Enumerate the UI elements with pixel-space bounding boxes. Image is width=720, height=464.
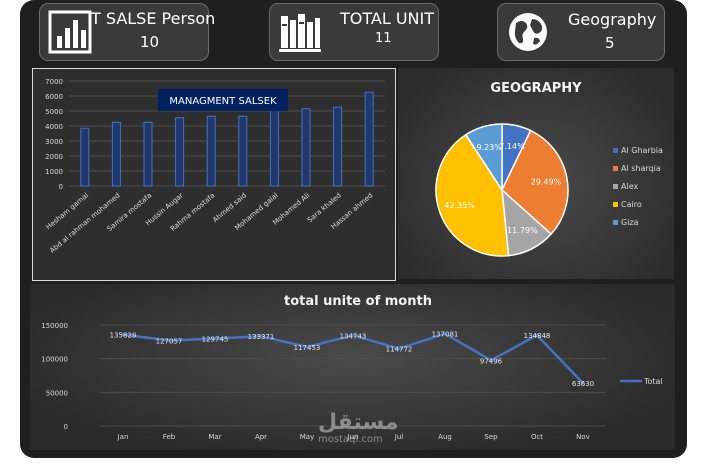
bar <box>80 127 90 187</box>
line-point <box>443 332 447 336</box>
line-chart: total unite of month 050000100000150000 … <box>41 294 663 441</box>
line-point <box>259 334 263 338</box>
pie-legend-swatch <box>613 202 618 207</box>
line-value-label: 97496 <box>480 357 503 365</box>
line-point <box>489 358 493 362</box>
bar <box>333 106 343 187</box>
line-point <box>167 338 171 342</box>
bar-chart-title-box <box>158 89 288 111</box>
line-point <box>121 333 125 337</box>
line-point <box>351 333 355 337</box>
bar <box>301 108 311 187</box>
bar <box>364 91 374 187</box>
pie-chart: GEOGRAPHY 7.14% 29.49% 11.79% 42.35% 9.23% A… <box>435 81 663 257</box>
bar-ytick-label: 5000 <box>45 108 63 116</box>
pie-value-label: 29.49% <box>531 177 562 186</box>
line-value-label: 137081 <box>432 331 459 339</box>
pie-legend-swatch <box>613 166 618 171</box>
line-value-label: 127057 <box>156 337 183 345</box>
bar-ytick-label: 0 <box>59 183 63 191</box>
line-xtick-label: Nov <box>576 433 590 441</box>
line-chart-title: total unite of month <box>284 294 432 309</box>
kpi-title-geography: Geography <box>568 10 657 29</box>
bar-ytick-label: 6000 <box>45 93 63 101</box>
line-point <box>581 381 585 385</box>
kpi-card-total-unit: TOTAL UNIT 11 <box>269 3 439 61</box>
line-xtick-label: Aug <box>438 433 452 441</box>
bar <box>269 109 279 187</box>
books-icon <box>279 14 321 52</box>
line-legend-label: Total <box>643 377 663 386</box>
line-xtick-label: Sep <box>484 433 498 441</box>
watermark: مستقل mostaql.com <box>318 412 398 446</box>
kpi-value-total-unit: 11 <box>375 31 392 46</box>
watermark-latin: mostaql.com <box>318 434 383 445</box>
bar-ytick-label: 4000 <box>45 123 63 131</box>
pie-slice <box>435 133 510 257</box>
bar-ytick-label: 1000 <box>45 168 63 176</box>
line-xtick-label: Jul <box>394 433 404 441</box>
line-xtick-label: Jan <box>117 433 129 441</box>
kpi-title-total-unit: TOTAL UNIT <box>340 9 435 28</box>
pie-legend-swatch <box>613 220 618 225</box>
bar <box>238 115 248 187</box>
bar <box>111 121 121 187</box>
line-value-label: 129745 <box>202 336 229 344</box>
globe-icon <box>509 13 547 51</box>
bar-ytick-label: 2000 <box>45 153 63 161</box>
line-ytick-label: 100000 <box>41 356 68 364</box>
bar <box>175 117 185 187</box>
bar <box>206 115 216 187</box>
kpi-value-geography: 5 <box>605 34 615 52</box>
pie-value-label: 42.35% <box>444 201 475 210</box>
pie-chart-panel: GEOGRAPHY 7.14% 29.49% 11.79% 42.35% 9.23% A… <box>398 68 674 279</box>
line-value-label: 63630 <box>572 380 594 388</box>
pie-value-label: 7.14% <box>499 142 525 151</box>
pie-legend-swatch <box>613 184 618 189</box>
line-xtick-label: Jun <box>347 433 359 441</box>
line-value-label: 114772 <box>386 346 413 354</box>
pie-value-label: 9.23% <box>476 143 502 152</box>
line-xtick-label: Apr <box>255 433 267 441</box>
kpi-card-sales-persons: T SALSE Person 10 <box>39 3 215 61</box>
line-xtick-label: Oct <box>531 433 543 441</box>
line-value-label: 134848 <box>524 332 551 340</box>
line-point <box>213 337 217 341</box>
pie-legend-label: Cairo <box>621 200 642 209</box>
line-xtick-label: Mar <box>208 433 221 441</box>
bar-ytick-label: 7000 <box>45 78 63 86</box>
line-value-label: 134743 <box>340 332 367 340</box>
bar-chart-title: MANAGMENT SALSEK <box>169 96 277 107</box>
line-value-label: 133371 <box>248 333 275 341</box>
line-point <box>397 347 401 351</box>
line-chart-panel: total unite of month 0 50000 100000 150000 … <box>30 284 675 450</box>
line-value-label: 117453 <box>294 344 321 352</box>
bar-chart-panel: 0 1000 2000 3000 4000 5000 6000 7000 Hesham gam… <box>32 68 396 281</box>
bar-chart-icon <box>48 10 92 54</box>
pie-legend-label: Giza <box>621 218 639 227</box>
pie-legend-label: Al Gharbia <box>621 146 663 155</box>
pie-slice <box>501 129 569 236</box>
bar-ytick-label: 3000 <box>45 138 63 146</box>
line-point <box>535 333 539 337</box>
kpi-title-sales-persons: T SALSE Person <box>91 9 216 28</box>
line-ytick-label: 50000 <box>46 389 68 397</box>
pie-slice <box>464 123 503 193</box>
bar <box>143 121 153 187</box>
line-xtick-label: May <box>300 433 314 441</box>
pie-legend-swatch <box>613 148 618 153</box>
watermark-arabic: مستقل <box>318 410 399 435</box>
line-xtick-label: Feb <box>163 433 176 441</box>
pie-chart-title: GEOGRAPHY <box>490 81 582 96</box>
line-value-label: 135828 <box>110 332 137 340</box>
pie-legend-label: Al sharqia <box>621 164 661 173</box>
kpi-card-geography: Geography 5 <box>497 3 665 61</box>
line-point <box>305 345 309 349</box>
pie-value-label: 11.79% <box>507 226 538 235</box>
line-ytick-label: 150000 <box>41 322 68 330</box>
kpi-value-sales-persons: 10 <box>140 33 160 51</box>
line-ytick-label: 0 <box>64 423 68 431</box>
pie-legend-label: Alex <box>621 182 638 191</box>
